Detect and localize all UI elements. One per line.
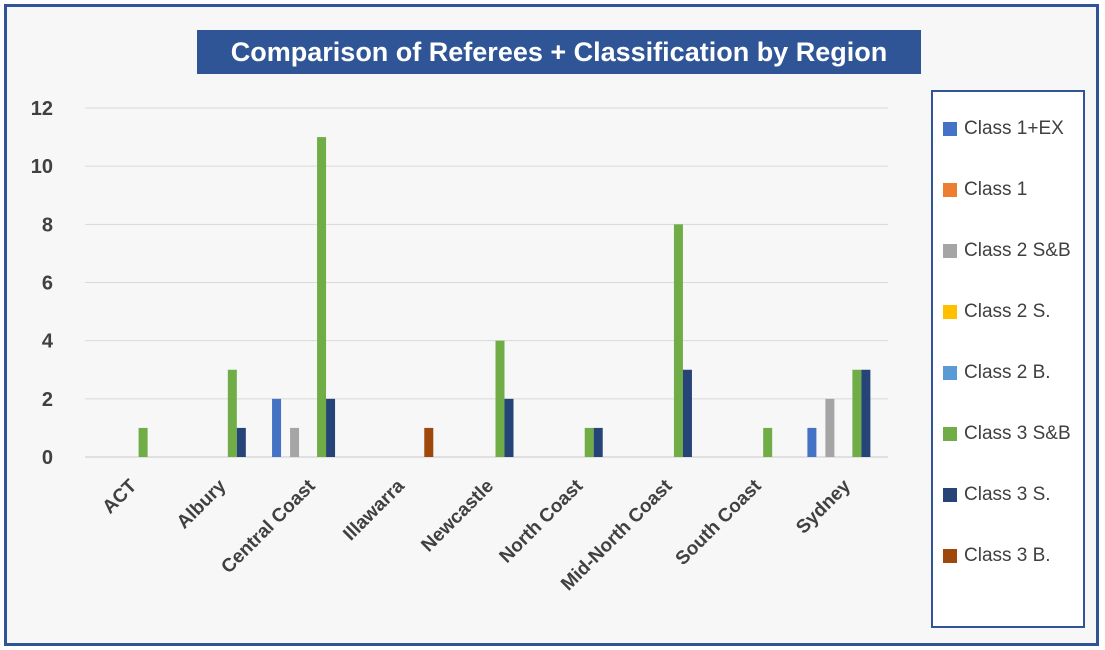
x-tick-label: South Coast — [672, 475, 766, 569]
legend-label: Class 1+EX — [964, 118, 1064, 139]
legend-swatch — [943, 549, 957, 563]
y-tick-label: 8 — [42, 214, 53, 236]
bar — [272, 398, 282, 457]
legend-item: Class 2 S&B — [943, 239, 1071, 263]
legend-item: Class 2 S. — [943, 300, 1051, 324]
legend-item: Class 2 B. — [943, 361, 1051, 385]
legend-label: Class 2 B. — [964, 362, 1051, 383]
bar — [593, 427, 603, 457]
legend-label: Class 3 B. — [964, 545, 1051, 566]
legend-swatch — [943, 366, 957, 380]
chart-legend: Class 1+EX Class 1 Class 2 S&B Class 2 S. Cl… — [931, 90, 1085, 628]
bar — [807, 427, 817, 457]
legend-swatch — [943, 244, 957, 258]
legend-swatch — [943, 488, 957, 502]
legend-label: Class 3 S. — [964, 484, 1051, 505]
bar — [236, 427, 246, 457]
bar — [852, 369, 862, 457]
bar — [763, 427, 773, 457]
y-tick-label: 4 — [42, 331, 54, 353]
legend-swatch — [943, 305, 957, 319]
bar — [290, 427, 300, 457]
legend-swatch — [943, 122, 957, 136]
x-tick-label: Albury — [173, 475, 231, 533]
y-tick-label: 10 — [31, 156, 53, 178]
bar — [682, 369, 692, 457]
x-tick-label: Illawarra — [339, 475, 409, 545]
legend-label: Class 3 S&B — [964, 423, 1071, 444]
bar — [584, 427, 594, 457]
x-tick-label: ACT — [99, 475, 142, 518]
chart-frame — [4, 4, 1099, 646]
legend-item: Class 3 B. — [943, 544, 1051, 568]
legend-swatch — [943, 183, 957, 197]
legend-label: Class 2 S&B — [964, 240, 1071, 261]
legend-item: Class 1+EX — [943, 117, 1064, 141]
y-tick-label: 12 — [31, 98, 53, 120]
chart-title: Comparison of Referees + Classification … — [197, 30, 921, 74]
legend-label: Class 2 S. — [964, 301, 1051, 322]
legend-item: Class 1 — [943, 178, 1027, 202]
bar — [495, 340, 505, 457]
y-tick-label: 0 — [42, 447, 53, 469]
bar — [504, 398, 514, 457]
y-tick-label: 2 — [42, 389, 53, 411]
x-tick-label: Newcastle — [417, 476, 498, 557]
legend-item: Class 3 S. — [943, 483, 1051, 507]
x-tick-label: North Coast — [496, 475, 588, 567]
bar — [825, 398, 835, 457]
x-tick-label: Central Coast — [217, 475, 320, 578]
bar — [326, 398, 336, 457]
y-tick-label: 6 — [42, 273, 53, 295]
legend-label: Class 1 — [964, 179, 1028, 200]
bar — [138, 427, 148, 457]
x-tick-label: Sydney — [792, 475, 855, 538]
bar — [424, 427, 434, 457]
bar — [317, 137, 327, 458]
bar — [673, 224, 683, 457]
legend-item: Class 3 S&B — [943, 422, 1071, 446]
bar — [861, 369, 871, 457]
bar — [227, 369, 237, 457]
legend-swatch — [943, 427, 957, 441]
